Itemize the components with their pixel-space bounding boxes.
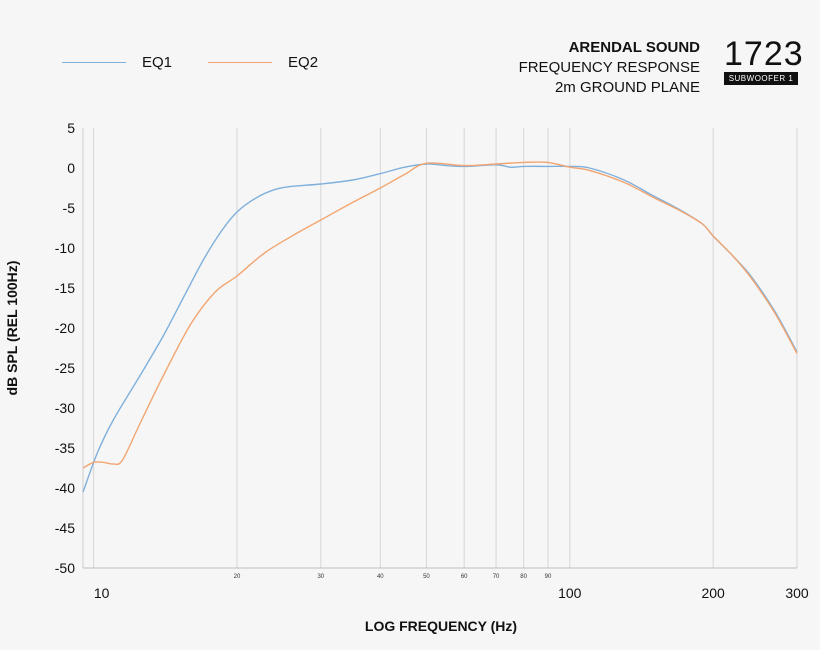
x-minor-tick-label: 90 xyxy=(545,574,552,580)
x-minor-tick-label: 70 xyxy=(493,574,500,580)
x-minor-tick-label: 30 xyxy=(317,574,324,580)
y-tick-label: -30 xyxy=(55,400,75,416)
legend: EQ1 EQ2 xyxy=(62,54,354,71)
y-tick-label: -40 xyxy=(55,480,75,496)
y-tick-label: 0 xyxy=(67,160,75,176)
y-tick-label: -45 xyxy=(55,520,75,536)
legend-item-eq2: EQ2 xyxy=(208,54,318,71)
chart-condition: 2m GROUND PLANE xyxy=(554,79,700,96)
x-major-tick-label: 200 xyxy=(701,585,725,601)
chart-subtitle: FREQUENCY RESPONSE xyxy=(518,59,700,76)
x-minor-tick-label: 60 xyxy=(461,574,468,580)
x-major-tick-label: 300 xyxy=(785,585,809,601)
x-minor-tick-label: 50 xyxy=(423,574,430,580)
y-tick-label: -5 xyxy=(63,200,76,216)
legend-swatch-eq2 xyxy=(208,62,273,63)
x-minor-tick-label: 40 xyxy=(377,574,384,580)
x-minor-tick-label: 80 xyxy=(520,574,527,580)
y-tick-label: -50 xyxy=(55,560,75,576)
x-minor-tick-label: 20 xyxy=(234,574,241,580)
y-tick-label: -20 xyxy=(55,320,75,336)
x-major-tick-label: 100 xyxy=(558,585,582,601)
y-tick-label: 5 xyxy=(67,120,75,136)
x-major-tick-label: 10 xyxy=(94,585,110,601)
y-tick-label: -35 xyxy=(55,440,75,456)
y-tick-label: -10 xyxy=(55,240,75,256)
legend-item-eq1: EQ1 xyxy=(62,54,172,71)
logo-tag: SUBWOOFER 1 xyxy=(724,72,798,85)
x-axis-title: LOG FREQUENCY (Hz) xyxy=(364,618,518,634)
series-line-eq1 xyxy=(82,163,798,493)
legend-label-eq1: EQ1 xyxy=(142,54,173,71)
brand-name: ARENDAL SOUND xyxy=(568,39,700,56)
y-tick-label: -15 xyxy=(55,280,75,296)
legend-swatch-eq1 xyxy=(62,62,126,63)
logo-number: 1723 xyxy=(724,35,804,73)
y-axis-title: dB SPL (REL 100Hz) xyxy=(4,260,20,396)
product-logo: 1723 SUBWOOFER 1 xyxy=(724,35,804,85)
y-tick-label: -25 xyxy=(55,360,75,376)
brand-block: ARENDAL SOUND FREQUENCY RESPONSE 2m GROU… xyxy=(519,38,700,98)
legend-label-eq2: EQ2 xyxy=(288,54,319,71)
series-line-eq2 xyxy=(82,161,798,469)
